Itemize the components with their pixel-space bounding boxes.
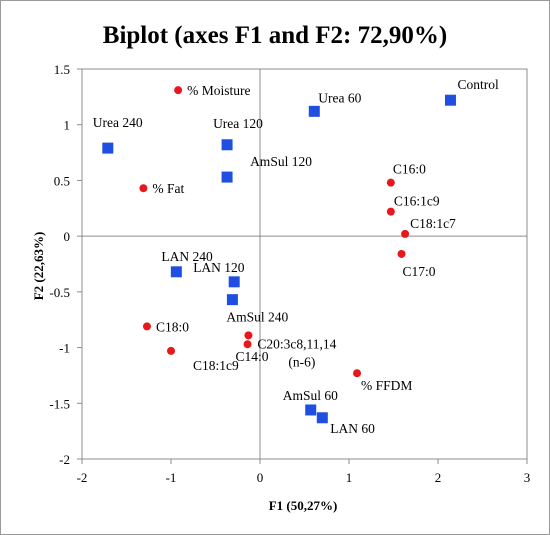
x-tick-label: -2 bbox=[77, 470, 88, 485]
observation-marker-urea-60 bbox=[308, 105, 320, 117]
variable-marker-c18-1c7 bbox=[401, 229, 410, 238]
y-tick-label: -2 bbox=[59, 452, 70, 467]
point-label-c14-0: C14:0 bbox=[236, 349, 269, 364]
variable-marker-c14-0 bbox=[243, 340, 252, 349]
plot-frame bbox=[81, 68, 528, 460]
variable-marker-c18-0 bbox=[142, 322, 151, 331]
x-tick-label: 0 bbox=[257, 470, 264, 485]
variable-marker-c16-0 bbox=[386, 178, 395, 187]
y-tick-label: 1 bbox=[64, 118, 71, 133]
point-label-n-6: (n-6) bbox=[288, 354, 315, 369]
chart-title: Biplot (axes F1 and F2: 72,90%) bbox=[103, 22, 447, 49]
x-tick-label: 3 bbox=[524, 470, 531, 485]
point-label-c17-0: C17:0 bbox=[403, 264, 436, 279]
point-label-urea-240: Urea 240 bbox=[93, 115, 143, 130]
y-tick-label: -1 bbox=[59, 341, 70, 356]
axes-layer bbox=[81, 68, 528, 460]
point-label-control: Control bbox=[457, 77, 499, 92]
point-label-lan-240: LAN 240 bbox=[161, 249, 213, 264]
observation-marker-lan-60 bbox=[316, 412, 328, 424]
points-layer bbox=[102, 86, 456, 424]
variable-marker-c18-1c9 bbox=[167, 346, 175, 355]
point-label-c20-3c8-11-14: C20:3c8,11,14 bbox=[257, 336, 336, 351]
variable-marker-ffdm bbox=[353, 369, 362, 378]
x-tick-label: -1 bbox=[166, 470, 177, 485]
observation-marker-control bbox=[444, 94, 456, 106]
x-axis-title: F1 (50,27%) bbox=[269, 498, 338, 513]
observation-marker-urea-120 bbox=[221, 139, 233, 151]
point-label-urea-60: Urea 60 bbox=[318, 90, 361, 105]
point-labels-layer: Control Urea 60 Urea 120 Urea 240 AmSul 120 L… bbox=[93, 77, 499, 436]
observation-marker-amsul-60 bbox=[305, 404, 317, 416]
y-tick-label: -0.5 bbox=[49, 285, 70, 300]
observation-marker-amsul-120 bbox=[221, 171, 233, 183]
point-label-amsul-240: AmSul 240 bbox=[226, 310, 288, 325]
ticks-layer: -2 -1 0 1 2 3 -2 -1.5 -1 -0.5 0 0.5 1 1.5 bbox=[49, 62, 530, 485]
point-label-c18-0: C18:0 bbox=[156, 319, 189, 334]
variable-marker-c20-3c8-11-14 bbox=[244, 331, 253, 340]
point-label-fat: % Fat bbox=[152, 181, 184, 196]
point-label-ffdm: % FFDM bbox=[361, 378, 412, 393]
point-label-c18-1c9: C18:1c9 bbox=[193, 358, 239, 373]
point-label-moisture: % Moisture bbox=[187, 83, 250, 98]
point-label-c16-1c9: C16:1c9 bbox=[394, 194, 440, 209]
observation-marker-lan-120 bbox=[228, 276, 240, 288]
variable-marker-moisture bbox=[174, 86, 183, 95]
variable-marker-c16-1c9 bbox=[386, 207, 395, 216]
y-tick-label: 1.5 bbox=[54, 62, 70, 77]
y-axis-title: F2 (22,63%) bbox=[31, 232, 46, 301]
point-label-c16-0: C16:0 bbox=[393, 162, 426, 177]
y-tick-label: -1.5 bbox=[49, 396, 70, 411]
x-tick-label: 1 bbox=[346, 470, 353, 485]
observation-marker-urea-240 bbox=[102, 142, 114, 154]
observation-marker-lan-240 bbox=[170, 266, 182, 278]
x-tick-label: 2 bbox=[435, 470, 442, 485]
observation-marker-amsul-240 bbox=[226, 294, 238, 306]
variable-marker-fat bbox=[139, 184, 148, 193]
point-label-urea-120: Urea 120 bbox=[213, 116, 263, 131]
variable-marker-c17-0 bbox=[397, 249, 406, 258]
point-label-c18-1c7: C18:1c7 bbox=[410, 216, 456, 231]
point-label-lan-60: LAN 60 bbox=[330, 421, 375, 436]
point-label-lan-120: LAN 120 bbox=[193, 260, 245, 275]
point-label-amsul-120: AmSul 120 bbox=[250, 154, 312, 169]
y-tick-label: 0 bbox=[64, 229, 71, 244]
y-tick-label: 0.5 bbox=[54, 173, 70, 188]
point-label-amsul-60: AmSul 60 bbox=[283, 388, 338, 403]
